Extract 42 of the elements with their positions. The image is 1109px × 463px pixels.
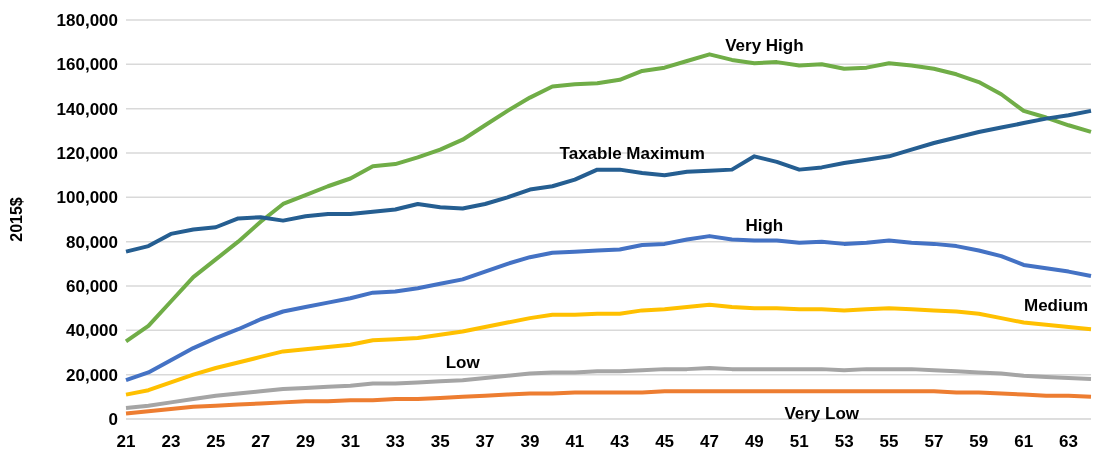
x-tick-label: 31 bbox=[340, 432, 360, 452]
x-tick-label: 49 bbox=[744, 432, 764, 452]
x-tick-label: 43 bbox=[610, 432, 630, 452]
y-tick-label: 20,000 bbox=[66, 365, 118, 385]
y-tick-label: 160,000 bbox=[56, 55, 118, 75]
y-tick-label: 80,000 bbox=[66, 232, 118, 252]
y-tick-label: 40,000 bbox=[66, 321, 118, 341]
x-tick-label: 63 bbox=[1059, 432, 1079, 452]
x-tick-label: 23 bbox=[161, 432, 181, 452]
series-label: Medium bbox=[1024, 295, 1089, 315]
y-tick-label: 140,000 bbox=[56, 99, 118, 119]
line-series bbox=[124, 52, 1093, 344]
x-tick-label: 47 bbox=[700, 432, 719, 452]
y-tick-label: 0 bbox=[108, 410, 118, 430]
series-label: High bbox=[745, 215, 784, 235]
x-tick-label: 51 bbox=[789, 432, 809, 452]
x-tick-label: 39 bbox=[520, 432, 540, 452]
y-tick-label: 60,000 bbox=[66, 277, 118, 297]
x-tick-label: 21 bbox=[116, 432, 136, 452]
series-label: Very Low bbox=[784, 404, 860, 424]
x-tick-label: 57 bbox=[924, 432, 944, 452]
x-tick-label: 35 bbox=[430, 432, 450, 452]
line-series bbox=[124, 234, 1093, 383]
series-label: Very High bbox=[725, 36, 804, 56]
x-tick-label: 27 bbox=[251, 432, 271, 452]
x-tick-label: 61 bbox=[1014, 432, 1034, 452]
series-label: Low bbox=[445, 353, 481, 373]
x-tick-label: 45 bbox=[655, 432, 675, 452]
x-tick-label: 25 bbox=[206, 432, 226, 452]
x-tick-label: 41 bbox=[565, 432, 585, 452]
x-tick-label: 55 bbox=[879, 432, 899, 452]
x-tick-label: 59 bbox=[969, 432, 989, 452]
line-series bbox=[124, 108, 1093, 254]
y-tick-label: 180,000 bbox=[56, 11, 118, 31]
x-tick-label: 53 bbox=[834, 432, 854, 452]
y-tick-label: 120,000 bbox=[56, 144, 118, 164]
y-tick-label: 100,000 bbox=[56, 188, 118, 208]
x-tick-label: 37 bbox=[475, 432, 495, 452]
series-label: Taxable Maximum bbox=[559, 143, 705, 163]
y-axis-title: 2015$ bbox=[7, 197, 25, 242]
x-tick-label: 33 bbox=[385, 432, 405, 452]
x-tick-label: 29 bbox=[296, 432, 315, 452]
